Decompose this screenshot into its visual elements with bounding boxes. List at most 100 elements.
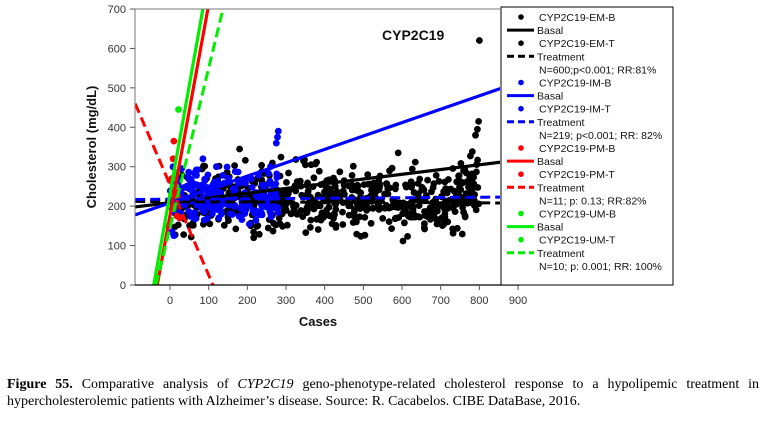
data-point [292,187,300,195]
data-point [255,230,263,238]
data-point [265,169,272,177]
legend-label: CYP2C19-PM-B [539,143,615,155]
x-tick-label: 100 [199,295,217,307]
data-point [408,205,416,213]
data-point [219,172,227,179]
data-point [394,149,402,157]
data-point [274,209,282,216]
regression-line-im-treatment [135,195,500,201]
data-point [277,198,285,206]
data-point [225,174,233,182]
data-point [218,201,226,209]
data-point [249,206,257,214]
data-point [232,225,240,233]
data-point [277,153,285,161]
data-point [283,221,291,229]
x-tick-label: 800 [470,295,488,307]
data-point [280,206,288,214]
legend-marker [518,14,524,20]
y-tick-label: 300 [108,162,126,174]
data-point [399,199,407,207]
data-point [435,177,443,185]
data-point [176,214,184,222]
legend-label: CYP2C19-EM-B [539,12,615,24]
data-point [285,169,292,177]
legend-marker [518,105,524,112]
data-point [345,211,353,219]
data-point [445,176,452,183]
scatter-chart: 0 100 200 300 400 500 600 700 0 100 200 300 400 500 60… [84,4,674,329]
data-point [467,173,474,180]
data-point [360,181,368,189]
data-point [283,179,290,186]
data-point [424,176,431,184]
data-point [361,204,368,211]
legend-marker [518,40,524,46]
data-point [361,214,369,221]
y-tick-label: 500 [108,83,126,95]
data-point [206,203,214,211]
data-point [351,186,359,194]
data-point [248,175,255,183]
data-point [287,210,295,218]
data-point [435,202,443,210]
data-point [274,127,282,135]
data-point [316,202,324,210]
data-point [264,224,272,232]
chart-annotation: CYP2C19 [382,27,444,43]
legend-label: CYP2C19-IM-T [539,104,611,116]
data-point [411,158,419,166]
data-point [330,214,337,222]
data-point [320,213,327,221]
data-point [303,204,311,212]
data-point [310,174,318,182]
data-point [296,177,304,185]
data-point [206,220,214,228]
data-point [392,185,399,193]
data-point [272,139,280,147]
data-point [212,203,220,211]
data-point [262,203,270,211]
legend-label: Treatment [537,182,585,194]
data-point [191,209,199,216]
y-tick-label: 200 [108,201,126,213]
data-point [267,211,275,218]
data-point [274,133,281,141]
data-point [459,204,466,211]
x-tick-label: 500 [354,295,372,307]
data-point [444,218,452,226]
x-tick-label: 600 [393,295,411,307]
data-point [307,161,315,169]
data-point [199,206,206,214]
data-point [189,179,197,187]
data-point [336,168,344,176]
legend-label: CYP2C19-UM-T [539,235,616,247]
data-point [180,201,188,209]
data-point [340,181,348,189]
x-tick-label: 200 [238,295,256,307]
data-point [332,206,340,213]
data-point [186,222,194,230]
x-tick-label: 400 [316,295,334,307]
data-point [428,188,435,196]
data-point [381,190,388,198]
regression-line-em-treatment [135,199,500,205]
y-tick-label: 700 [108,4,126,16]
data-point [430,180,438,188]
data-point [254,222,262,230]
data-point [349,162,357,170]
data-point [475,118,482,125]
data-point [388,225,395,233]
legend-label: Basal [537,156,563,168]
data-point [455,172,462,180]
data-point [192,215,200,222]
data-point [213,163,220,171]
data-point [366,180,374,188]
data-point [368,186,375,194]
y-tick-label: 100 [108,241,126,253]
x-tick-label: 700 [432,295,450,307]
data-point [401,219,408,227]
data-point [218,210,225,218]
data-point [472,131,479,139]
regression-line-um-basal [152,9,205,285]
